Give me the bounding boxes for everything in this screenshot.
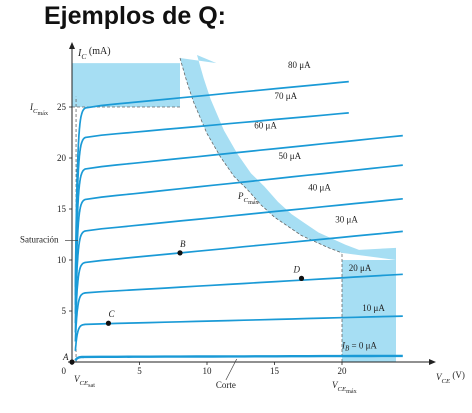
point-label-a: A — [62, 352, 69, 362]
curve-label-7: 20 μA — [349, 263, 372, 273]
ic-max-label: ICmáx — [29, 102, 48, 117]
origin-label: 0 — [62, 366, 67, 376]
curve-10-a — [74, 315, 403, 351]
y-axis-arrow — [69, 42, 75, 49]
x-tick-label-20: 20 — [338, 366, 348, 376]
saturation-label: Saturación — [20, 235, 59, 245]
x-tick-label-10: 10 — [203, 366, 213, 376]
curve-label-6: 30 μA — [335, 214, 358, 224]
curve-label-4: 50 μA — [279, 151, 302, 161]
y-tick-label-25: 25 — [57, 102, 67, 112]
point-label-d: D — [293, 264, 301, 274]
curve-label-2: 70 μA — [275, 91, 298, 101]
point-label-b: B — [180, 239, 186, 249]
x-axis-arrow — [429, 359, 436, 365]
curve-label-1: 80 μA — [288, 60, 311, 70]
vce-sat-label: VCEsat — [74, 374, 95, 389]
curve-i-b-0-a — [74, 354, 403, 362]
curve-80-a — [74, 80, 349, 287]
curve-label-8: 10 μA — [362, 303, 385, 313]
page-title: Ejemplos de Q: — [44, 2, 226, 30]
point-b — [177, 250, 183, 256]
ic-max-region — [72, 63, 180, 107]
y-axis-label: IC (mA) — [77, 46, 111, 61]
point-a — [69, 359, 75, 365]
pc-max-region — [180, 55, 396, 260]
curve-label-9: IB = 0 μA — [341, 341, 377, 353]
x-axis-label: VCE (V) — [436, 370, 465, 385]
curve-30-a — [74, 230, 403, 333]
curve-70-a — [74, 112, 349, 296]
curve-60-a — [74, 134, 403, 305]
x-tick-label-15: 15 — [270, 366, 280, 376]
curve-50-a — [74, 164, 403, 314]
point-d — [298, 275, 305, 281]
cutoff-pointer — [225, 358, 238, 381]
curve-20-a — [74, 273, 403, 342]
pc-max-label: PCmáx — [237, 191, 259, 206]
curve-label-3: 60 μA — [254, 120, 277, 130]
point-c — [105, 320, 112, 326]
point-label-c: C — [108, 309, 115, 319]
y-tick-label-5: 5 — [62, 306, 67, 316]
x-tick-label-5: 5 — [137, 366, 142, 376]
y-tick-label-20: 20 — [57, 153, 67, 163]
y-tick-label-15: 15 — [57, 204, 67, 214]
y-tick-label-10: 10 — [57, 255, 67, 265]
curve-40-a — [74, 197, 403, 324]
pc-max-dashed-curve — [179, 57, 343, 254]
vce-max-label: VCEmáx — [332, 380, 357, 395]
curve-label-5: 40 μA — [308, 183, 331, 193]
cutoff-label: Corte — [216, 380, 236, 390]
